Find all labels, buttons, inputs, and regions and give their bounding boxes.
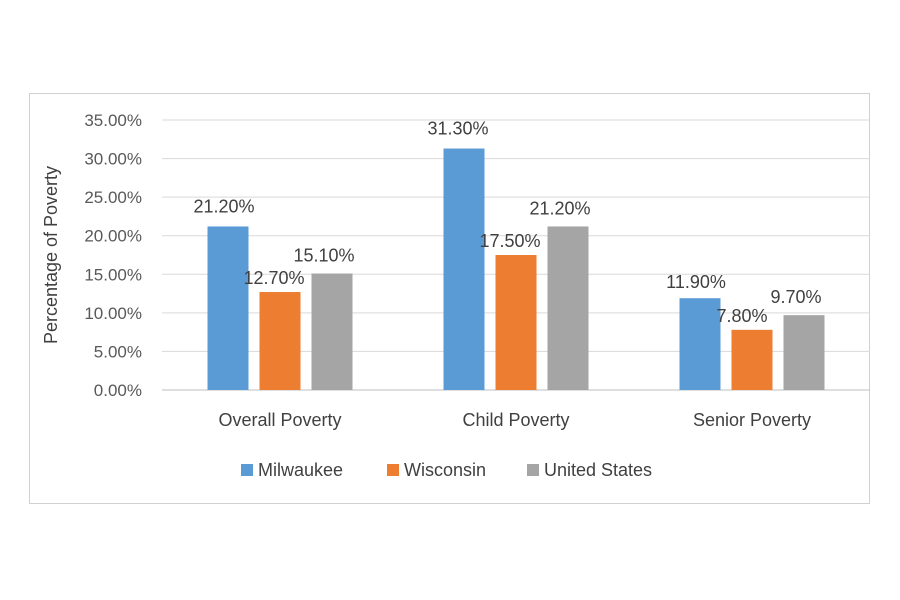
legend-swatch [387,464,399,476]
y-tick-label: 15.00% [84,265,142,284]
bar-wisconsin-senior-poverty [731,329,773,390]
y-axis-title: Percentage of Poverty [41,166,61,344]
data-label: 12.70% [243,268,304,288]
category-labels: Overall Poverty Child Poverty Senior Pover… [218,410,811,430]
category-label: Child Poverty [462,410,569,430]
bar-united-states-overall-poverty [311,273,353,390]
y-tick-label: 10.00% [84,304,142,323]
bar-wisconsin-child-poverty [495,255,537,390]
bar-wisconsin-overall-poverty [259,292,301,390]
data-label: 31.30% [427,119,488,139]
legend-label: United States [544,460,652,480]
legend: Milwaukee Wisconsin United States [241,460,652,480]
category-label: Senior Poverty [693,410,811,430]
data-label: 9.70% [770,287,821,307]
y-tick-label: 20.00% [84,227,142,246]
legend-item-milwaukee: Milwaukee [241,460,343,480]
data-label: 7.80% [716,306,767,326]
data-label: 21.20% [193,196,254,216]
bar-milwaukee-overall-poverty [207,226,249,390]
bar-milwaukee-senior-poverty [679,298,721,390]
category-label: Overall Poverty [218,410,341,430]
legend-item-wisconsin: Wisconsin [387,460,486,480]
bar-united-states-senior-poverty [783,315,825,390]
bars [207,148,825,390]
y-tick-label: 30.00% [84,150,142,169]
data-labels: 21.20% 12.70%15.10% 31.30% 17.50% 21.20% 11.9… [193,119,821,326]
bar-united-states-child-poverty [547,226,589,390]
bar-milwaukee-child-poverty [443,148,485,390]
data-label: 15.10% [293,246,354,266]
legend-swatch [241,464,253,476]
data-label: 17.50% [479,231,540,251]
legend-label: Wisconsin [404,460,486,480]
y-tick-label: 35.00% [84,111,142,130]
y-tick-label: 0.00% [94,381,142,400]
legend-item-united-states: United States [527,460,652,480]
y-tick-label: 5.00% [94,342,142,361]
y-tick-label: 25.00% [84,188,142,207]
legend-label: Milwaukee [258,460,343,480]
data-label: 21.20% [529,198,590,218]
data-label: 11.90% [666,272,726,292]
y-axis-ticks: 0.00% 5.00% 10.00% 15.00% 20.00% 25.00% 30.00%… [84,111,142,400]
legend-swatch [527,464,539,476]
